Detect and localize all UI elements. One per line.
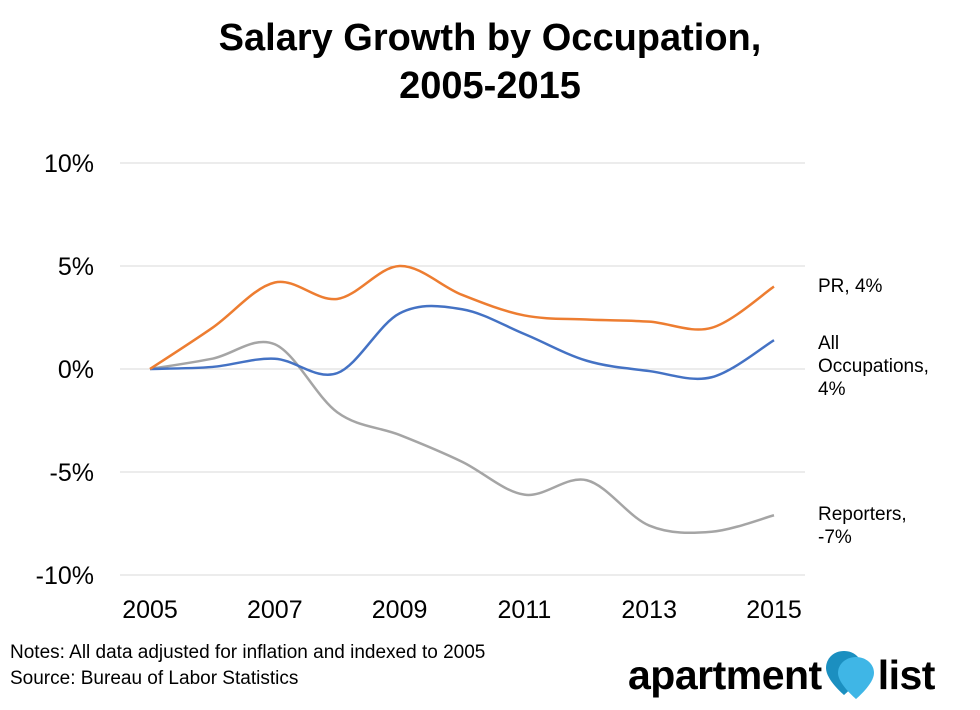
notes-text: Notes: All data adjusted for inflation a… <box>10 642 486 663</box>
y-tick-label: -5% <box>50 459 94 487</box>
series-end-label: PR, 4% <box>818 276 883 297</box>
x-tick-label: 2009 <box>372 596 428 624</box>
series-end-label: Occupations, <box>818 356 929 377</box>
chart-title-line-2: 2005-2015 <box>399 65 581 107</box>
source-text: Source: Bureau of Labor Statistics <box>10 668 299 689</box>
x-tick-label: 2013 <box>621 596 677 624</box>
x-tick-label: 2005 <box>122 596 178 624</box>
series-end-label: Reporters, <box>818 504 907 525</box>
logo-word-apartment: apartment <box>628 651 822 698</box>
series-line-all-occupations <box>149 304 775 381</box>
x-tick-label: 2007 <box>247 596 303 624</box>
x-tick-label: 2015 <box>746 596 802 624</box>
series-line-reporters <box>149 340 775 535</box>
location-pin-icon <box>825 651 874 699</box>
chart-notes: Notes: All data adjusted for inflation a… <box>10 640 485 692</box>
series-end-label: All <box>818 333 839 354</box>
y-tick-label: 10% <box>44 150 94 178</box>
logo-word-list: list <box>877 651 936 698</box>
apartment-list-logo: apartment list <box>628 645 935 705</box>
chart-title: Salary Growth by Occupation, 2005-2015 <box>0 14 980 110</box>
x-tick-label: 2011 <box>498 596 552 624</box>
series-end-label: -7% <box>818 527 852 548</box>
chart-title-line-1: Salary Growth by Occupation, <box>218 17 762 59</box>
y-tick-label: 5% <box>58 253 94 281</box>
series-line-pr <box>149 264 775 371</box>
y-tick-label: 0% <box>58 356 94 384</box>
series-end-label: 4% <box>818 379 846 400</box>
y-tick-label: -10% <box>36 562 94 590</box>
